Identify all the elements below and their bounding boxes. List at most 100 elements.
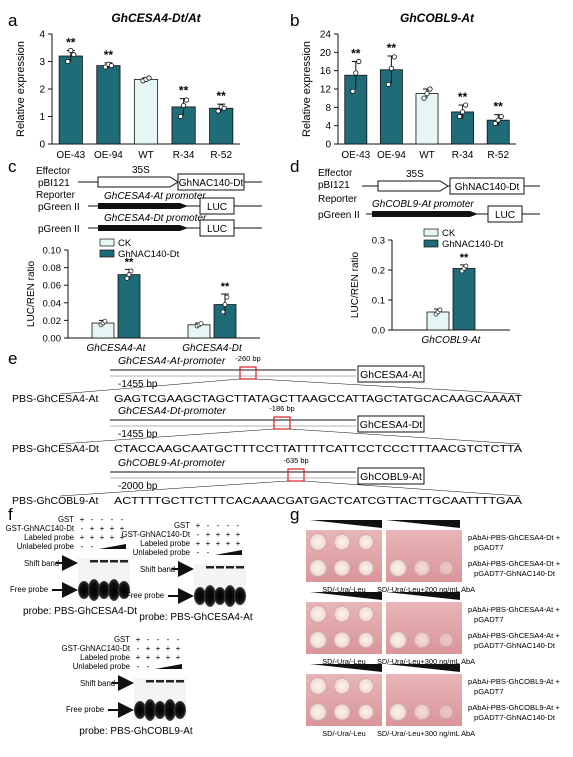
- binding-site-box: [273, 416, 291, 430]
- emsa-row-label: GST: [114, 635, 130, 644]
- probe-label: PBS-GhCESA4-At: [12, 393, 98, 405]
- yeast-colony: [413, 631, 431, 649]
- y-tick-label: 4: [39, 30, 45, 41]
- free-probe-band: [234, 587, 246, 605]
- emsa-sign: +: [110, 533, 115, 542]
- emsa-sign: -: [137, 644, 140, 653]
- emsa-sign: -: [237, 521, 240, 530]
- data-point: [495, 117, 501, 123]
- emsa-sign: +: [206, 530, 211, 539]
- promoter-arrow-1: [98, 203, 188, 209]
- data-point: [181, 102, 187, 109]
- legend-label: CK: [442, 228, 456, 239]
- chart-a: GhCESA4-Dt/At 0 1 2 3 4 Relative expression ** O…: [15, 11, 240, 161]
- yeast-colony: [358, 704, 374, 720]
- emsa-sign: -: [101, 515, 104, 524]
- y1h-construct-line2: pGADT7-GhNAC140-Dt: [474, 713, 556, 722]
- shift-band: [226, 566, 234, 569]
- construct-diagram-d: Effector pBI121 35S GhNAC140-Dt Reporter…: [318, 168, 540, 223]
- promoter-start: -1455 bp: [118, 429, 158, 440]
- x-tick-label: WT: [138, 150, 154, 161]
- x-tick-label: R-52: [487, 150, 509, 161]
- y-axis-label: Relative expression: [15, 41, 27, 137]
- free-probe-band: [144, 699, 156, 721]
- unlabeled-probe-gradient: [215, 550, 242, 555]
- legend-swatch: [423, 228, 439, 237]
- y-tick-label: 0.02: [43, 316, 62, 327]
- panel-letter-a: a: [8, 11, 18, 30]
- free-probe-label: Free probe: [66, 705, 104, 714]
- emsa-sign: +: [80, 533, 85, 542]
- significance-mark: **: [221, 281, 230, 293]
- emsa-sign: +: [136, 653, 141, 662]
- significance-mark: **: [494, 100, 504, 114]
- data-point: [437, 307, 443, 313]
- data-point: [124, 275, 130, 281]
- shift-band: [100, 560, 108, 563]
- free-probe-band: [78, 581, 90, 599]
- binding-site-position: -186 bp: [269, 404, 294, 413]
- x-tick-label: OE-43: [341, 150, 370, 161]
- free-probe-band: [204, 585, 216, 607]
- emsa-sign: +: [156, 644, 161, 653]
- y1h-construct-line2: pGADT7-GhNAC140-Dt: [474, 641, 556, 650]
- y-axis-label: Relative expression: [301, 41, 313, 137]
- data-point: [424, 90, 430, 97]
- gene-box-d: [449, 177, 525, 195]
- x-tick-label: OE-43: [56, 150, 85, 161]
- chart-title: GhCOBL9-At: [400, 11, 475, 25]
- x-tick-label: R-52: [210, 150, 232, 161]
- y-tick-label: 3: [39, 57, 45, 68]
- zoom-line: [59, 378, 241, 395]
- emsa-row-label: Unlabeled probe: [133, 548, 190, 557]
- free-probe-band: [108, 579, 120, 601]
- y-tick-label: 0.3: [372, 236, 385, 247]
- unlabeled-probe-gradient: [155, 664, 182, 669]
- shift-band: [120, 560, 128, 563]
- data-point: [391, 54, 397, 60]
- shift-band: [146, 680, 154, 683]
- y-tick-label: 0.06: [43, 281, 62, 292]
- dilution-wedge: [386, 664, 460, 672]
- y-tick-label: 0.08: [43, 263, 62, 274]
- bar: [209, 107, 234, 145]
- emsa-sign: -: [91, 515, 94, 524]
- chart-title: GhCESA4-Dt/At: [111, 11, 201, 25]
- yeast-colony: [333, 533, 351, 551]
- zoom-line: [255, 378, 521, 395]
- panel-letter-d: d: [290, 157, 299, 176]
- legend-swatch: [99, 238, 115, 247]
- y-tick-label: 1: [39, 112, 45, 123]
- panel-letter-c: c: [8, 157, 17, 176]
- shift-band: [236, 566, 244, 569]
- emsa-sign: +: [166, 653, 171, 662]
- x-tick-label: OE-94: [94, 150, 123, 161]
- luc-box-2: [199, 219, 235, 237]
- significance-mark: **: [104, 48, 114, 62]
- shift-band-label: Shift band: [80, 679, 115, 688]
- emsa-sign: +: [80, 515, 85, 524]
- promoter-name: GhCESA4-Dt-promoter: [118, 405, 226, 417]
- zoom-line: [289, 428, 521, 445]
- medium-label: SD/-Ura/-Leu+300 ng/mL AbA: [377, 729, 475, 738]
- data-point: [128, 268, 134, 274]
- promoter-start: -2000 bp: [118, 481, 158, 492]
- emsa-caption: probe: PBS-GhCESA4-At: [139, 612, 253, 623]
- chart-b: GhCOBL9-At 0 4 8 12 16 20 24 Relative expression…: [301, 11, 516, 161]
- yeast-colony: [333, 631, 351, 649]
- dilution-wedge: [386, 520, 460, 528]
- emsa-sign: +: [226, 539, 231, 548]
- free-probe-band: [194, 587, 206, 605]
- free-probe-band: [98, 581, 110, 599]
- gene-box: [357, 415, 425, 433]
- emsa-sign: +: [196, 521, 201, 530]
- significance-mark: **: [217, 89, 227, 103]
- y-tick-label: 0.10: [43, 246, 62, 257]
- emsa-sign: -: [177, 635, 180, 644]
- yeast-one-hybrid-panel: pAbAi-PBS-GhCESA4-Dt +pGADT7pAbAi-PBS-Gh…: [306, 520, 561, 738]
- free-probe-band: [118, 581, 130, 599]
- emsa-sign: -: [91, 542, 94, 551]
- y-tick-label: 0.0: [372, 326, 385, 337]
- luc-label-2: LUC: [207, 224, 227, 235]
- y-axis-label: LUC/REN ratio: [26, 261, 37, 328]
